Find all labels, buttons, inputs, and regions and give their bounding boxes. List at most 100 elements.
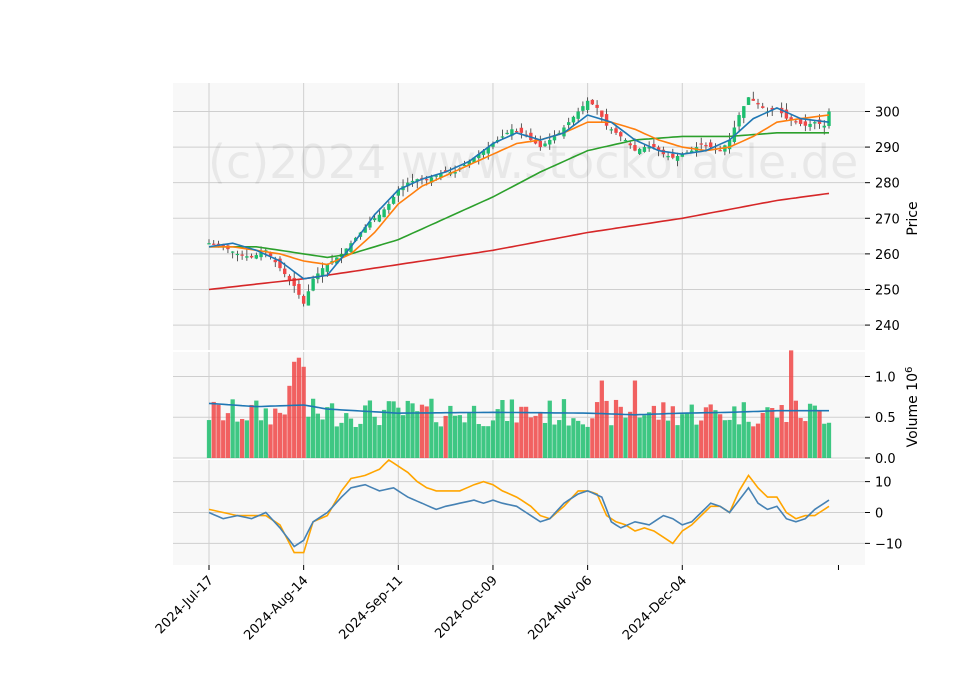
candle-body [822, 125, 826, 128]
volume-bar [225, 413, 231, 458]
candle-body [808, 123, 812, 127]
volume-bar [632, 380, 638, 458]
volume-bar [784, 422, 789, 458]
volume-bar [519, 406, 524, 458]
candle-body [519, 127, 524, 133]
volume-tick-label: 0.0 [875, 452, 896, 467]
volume-bar [590, 418, 595, 458]
volume-bar [429, 398, 434, 458]
ma-mid-line [209, 114, 830, 266]
volume-bar [457, 415, 462, 458]
volume-bar [344, 413, 349, 458]
volume-bar [732, 406, 737, 458]
candle-body [477, 154, 481, 159]
volume-bar [325, 407, 330, 458]
volume-bar [363, 405, 368, 458]
volume-bar [448, 405, 453, 458]
volume-bar [542, 422, 548, 458]
volume-bar [500, 400, 505, 458]
volume-bar [817, 410, 822, 458]
candle-body [292, 277, 296, 286]
volume-bar [282, 414, 287, 458]
candle-body [827, 111, 831, 126]
volume-bar [561, 399, 567, 458]
candle-body [320, 268, 325, 277]
volume-bar [381, 409, 387, 458]
volume-bar [424, 406, 429, 458]
volume-bar [391, 401, 396, 458]
volume-bar [419, 404, 425, 458]
candle-body [680, 154, 684, 157]
volume-bar [613, 399, 619, 458]
volume-bar [642, 415, 647, 458]
volume-bar [211, 401, 216, 458]
volume-bar [812, 405, 817, 458]
volume-bar [306, 416, 311, 458]
volume-bar [746, 421, 751, 458]
candle-body [462, 164, 467, 167]
volume-bar [481, 426, 486, 458]
volume-bar [552, 424, 557, 458]
candle-body [619, 132, 623, 137]
candle-body [538, 140, 543, 148]
volume-bar [647, 412, 652, 458]
candle-body [311, 278, 315, 291]
volume-bar [438, 426, 444, 458]
candle-body [429, 177, 434, 183]
volume-bar [789, 350, 794, 458]
candle-body [363, 227, 367, 233]
volume-bar [651, 405, 657, 458]
x-tick-label: 2024-Oct-09 [432, 573, 500, 641]
volume-bar [396, 407, 401, 458]
x-tick-label: 2024-Dec-04 [620, 573, 690, 643]
candle-body [443, 170, 448, 172]
x-tick-label: 2024-Sep-11 [336, 573, 406, 643]
volume-bar [580, 424, 586, 458]
volume-bar [434, 422, 439, 458]
candle-body [784, 109, 789, 119]
candle-body [415, 179, 419, 182]
candle-body [751, 98, 755, 101]
candle-body [434, 175, 438, 177]
candle-body [761, 106, 765, 108]
candle-body [633, 145, 637, 151]
volume-bar [240, 419, 245, 458]
candle-body [533, 139, 538, 144]
candle-body [514, 131, 519, 133]
volume-bar [443, 415, 448, 458]
ma-short-line [208, 107, 830, 280]
volume-bar [760, 412, 765, 458]
candle-body [230, 251, 235, 253]
volume-bar [533, 415, 538, 458]
candle-body [609, 129, 613, 131]
candle-body [406, 182, 410, 187]
candle-body [770, 107, 774, 110]
x-tick-label: 2024-Nov-06 [525, 573, 595, 643]
candle-body [585, 100, 590, 111]
volume-bar [514, 422, 519, 458]
candle-body [704, 145, 708, 147]
volume-bar [684, 412, 690, 458]
volume-bar [798, 418, 803, 458]
volume-bar [779, 405, 784, 458]
volume-bar [467, 412, 472, 458]
candle-body [306, 291, 311, 306]
candle-body [467, 161, 472, 165]
candle-body [642, 147, 647, 152]
volume-bar [585, 426, 590, 458]
price-tick-label: 260 [875, 248, 900, 263]
volume-bar [509, 399, 515, 458]
candle-body [756, 102, 760, 105]
candle-body [794, 121, 798, 123]
candle-body [453, 172, 457, 174]
volume-bar [571, 418, 576, 458]
volume-bar [713, 410, 718, 458]
volume-bar [708, 404, 713, 458]
volume-bar [765, 407, 770, 458]
candle-body [372, 218, 377, 221]
volume-bar [694, 424, 699, 458]
volume-bar [557, 420, 562, 458]
volume-bar [244, 420, 249, 458]
volume-bar [623, 417, 628, 458]
volume-ma-line [208, 402, 829, 416]
